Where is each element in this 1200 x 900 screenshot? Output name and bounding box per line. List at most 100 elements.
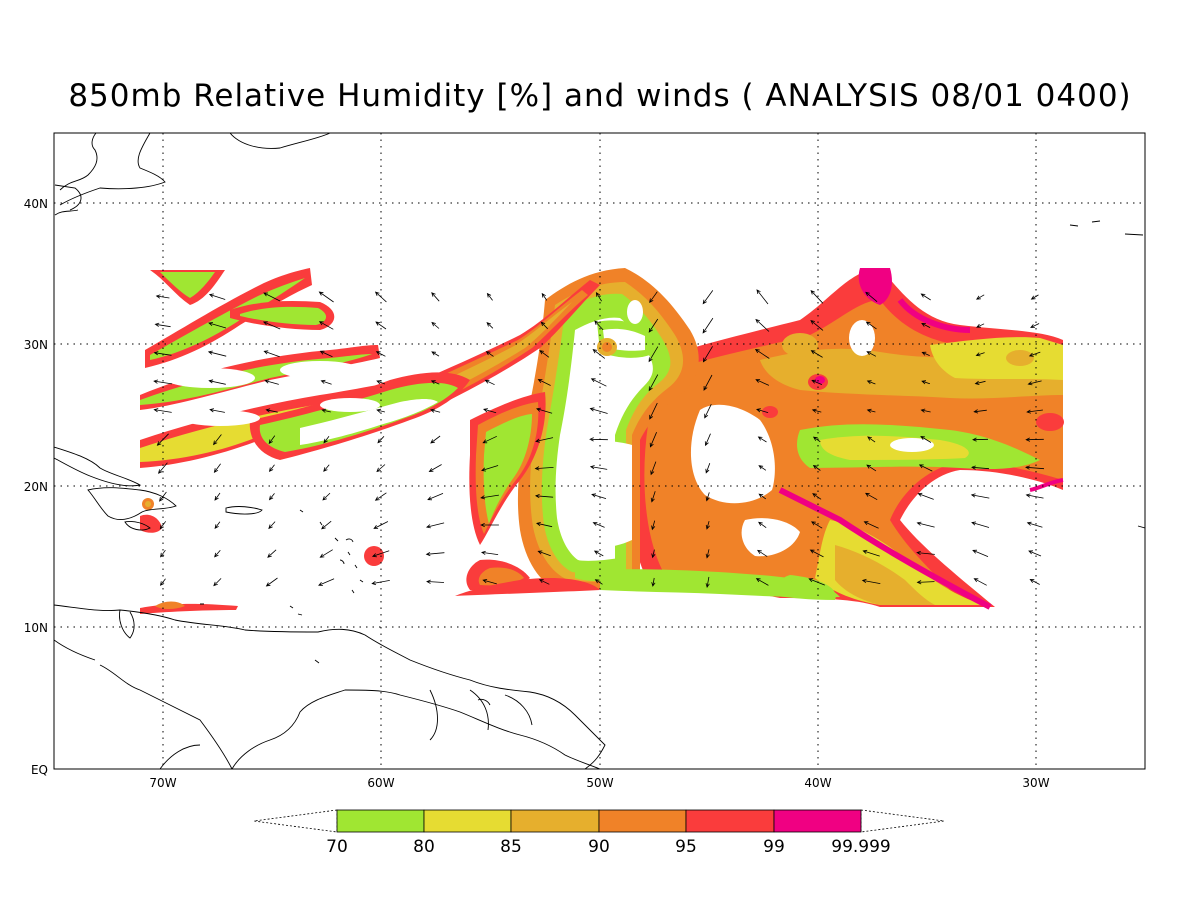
wind-arrow	[430, 435, 441, 444]
wind-arrow	[975, 294, 985, 300]
wind-arrow	[866, 351, 877, 357]
wind-arrow	[156, 433, 169, 446]
wind-arrow	[484, 379, 495, 386]
humidity-region-central	[517, 268, 699, 590]
wind-arrow	[703, 374, 713, 391]
wind-arrow	[268, 435, 276, 445]
wind-arrow	[319, 549, 333, 558]
wind-arrow	[1025, 465, 1045, 470]
humidity-field	[140, 268, 1064, 614]
wind-arrow	[589, 407, 608, 414]
wind-arrow	[916, 521, 935, 528]
wind-arrow	[265, 577, 278, 587]
wind-arrow	[377, 436, 385, 444]
wind-arrow	[431, 321, 440, 329]
wind-arrow	[158, 462, 168, 474]
lat-axis-labels: 40N 30N 20N 10N EQ	[24, 197, 48, 777]
wind-arrow	[649, 291, 658, 304]
lon-tick-label: 60W	[367, 776, 394, 790]
wind-arrow	[431, 292, 440, 302]
wind-arrow	[702, 346, 713, 363]
wind-arrow	[538, 579, 550, 585]
wind-arrow	[430, 408, 441, 413]
wind-arrows	[153, 289, 1045, 589]
wind-arrow	[649, 432, 657, 448]
wind-arrow	[376, 464, 386, 473]
wind-arrow	[159, 578, 166, 586]
wind-arrow	[592, 349, 606, 359]
colorbar-swatch	[423, 809, 512, 833]
wind-arrow	[1029, 579, 1040, 585]
wind-arrow	[536, 407, 553, 414]
wind-arrow	[155, 294, 170, 299]
wind-arrow	[208, 322, 227, 329]
wind-arrow	[865, 291, 878, 303]
wind-arrow	[594, 579, 603, 585]
wind-arrow	[755, 578, 769, 586]
wind-arrow	[811, 408, 822, 413]
wind-arrow	[375, 321, 387, 330]
lon-tick-label: 30W	[1022, 776, 1049, 790]
wind-arrow	[973, 409, 987, 414]
colorbar-level-label: 70	[326, 837, 348, 857]
wind-arrow	[480, 494, 499, 500]
wind-arrow	[705, 576, 710, 589]
wind-arrow	[975, 352, 985, 357]
wind-arrow	[537, 379, 551, 386]
wind-arrow	[318, 321, 334, 330]
wind-arrow	[593, 550, 604, 557]
wind-arrow	[480, 522, 499, 528]
wind-arrow	[866, 464, 877, 472]
wind-arrow	[704, 433, 711, 447]
wind-arrow	[262, 321, 281, 330]
wind-arrow	[595, 292, 602, 302]
wind-arrow	[812, 464, 821, 471]
lat-tick-label: EQ	[31, 763, 48, 777]
wind-arrow	[920, 293, 931, 301]
wind-arrow	[263, 350, 280, 358]
wind-arrow	[482, 579, 497, 585]
wind-arrow	[920, 408, 931, 413]
wind-arrow	[974, 380, 986, 385]
wind-arrow	[482, 435, 497, 444]
wind-arrow	[154, 322, 171, 328]
wind-arrow	[268, 464, 275, 473]
wind-arrow	[808, 578, 825, 586]
colorbar-level-label: 95	[675, 837, 697, 857]
wind-arrow	[481, 465, 499, 472]
wind-arrow	[589, 465, 608, 470]
wind-arrow	[319, 350, 333, 358]
wind-arrow	[318, 578, 335, 586]
wind-arrow	[159, 491, 167, 502]
wind-arrow	[758, 465, 767, 471]
wind-arrow	[214, 549, 221, 558]
lon-tick-label: 40W	[804, 776, 831, 790]
wind-arrow	[374, 291, 387, 303]
wind-arrow	[971, 465, 990, 470]
wind-arrow	[809, 549, 824, 558]
wind-arrow	[812, 436, 821, 443]
wind-arrow	[263, 292, 281, 302]
wind-arrow	[594, 320, 604, 331]
wind-arrow	[430, 380, 440, 385]
wind-arrow	[973, 578, 987, 586]
wind-arrow	[321, 408, 331, 413]
wind-arrow	[648, 374, 659, 392]
wind-arrow	[811, 379, 823, 385]
wind-arrow	[916, 580, 935, 585]
wind-arrow	[323, 436, 330, 444]
wind-arrow	[265, 408, 278, 413]
wind-arrow	[425, 551, 445, 557]
wind-arrow	[320, 379, 332, 385]
wind-arrow	[810, 350, 823, 358]
colorbar-swatch	[336, 809, 425, 833]
lon-tick-label: 50W	[586, 776, 613, 790]
wind-arrow	[591, 493, 607, 499]
wind-arrow	[214, 521, 221, 529]
wind-arrow	[705, 492, 710, 502]
wind-arrow	[648, 346, 659, 363]
lon-tick-label: 70W	[149, 776, 176, 790]
wind-arrow	[375, 351, 386, 357]
wind-arrow	[213, 434, 222, 446]
